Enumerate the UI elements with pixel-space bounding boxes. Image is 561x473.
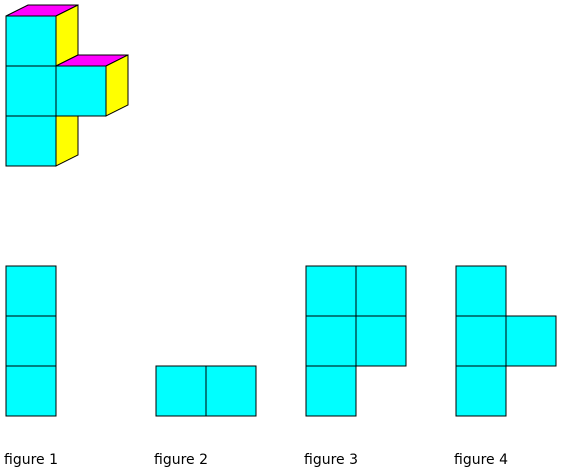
figure-3-cell — [305, 315, 357, 367]
figure-4-cell — [455, 365, 507, 417]
figure-1-cell — [5, 315, 57, 367]
figure-2-label: figure 2 — [154, 452, 208, 468]
solid-front-face — [5, 65, 57, 117]
figure-4-cell — [505, 315, 557, 367]
solid-side-face — [105, 54, 129, 117]
figure-3-cell — [305, 365, 357, 417]
solid-front-face — [55, 65, 107, 117]
figure-4-label: figure 4 — [454, 452, 508, 468]
figure-4-cell — [455, 265, 507, 317]
figure-2-cell — [205, 365, 257, 417]
figure-4-view — [455, 265, 557, 417]
solid-front-face — [5, 15, 57, 67]
figure-1-view — [5, 265, 57, 417]
isometric-cube-solid — [5, 4, 129, 167]
figure-3-cell — [355, 265, 407, 317]
figure-3-label: figure 3 — [304, 452, 358, 468]
figure-4-cell — [455, 315, 507, 367]
figure-1-cell — [5, 365, 57, 417]
figure-1-label: figure 1 — [4, 452, 58, 468]
solid-front-face — [5, 115, 57, 167]
figure-3-cell — [355, 315, 407, 367]
figure-1-cell — [5, 265, 57, 317]
figure-2-cell — [155, 365, 207, 417]
figure-2-view — [155, 365, 257, 417]
figure-3-cell — [305, 265, 357, 317]
figure-3-view — [305, 265, 407, 417]
